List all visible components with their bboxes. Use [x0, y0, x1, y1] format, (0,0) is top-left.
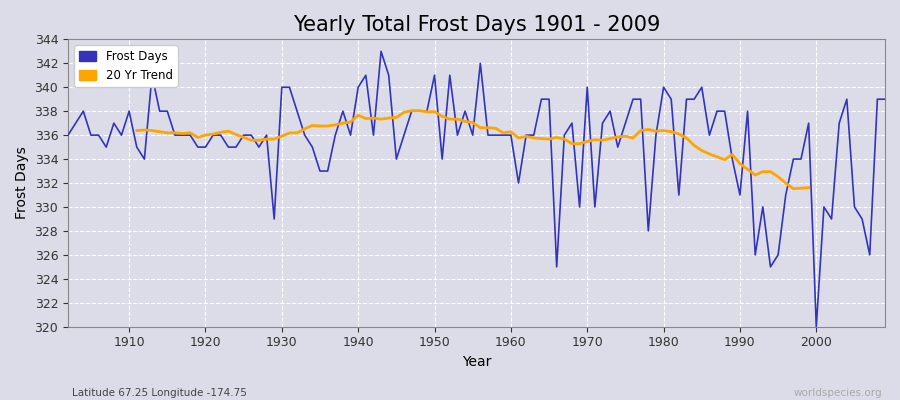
Legend: Frost Days, 20 Yr Trend: Frost Days, 20 Yr Trend — [74, 45, 177, 86]
Y-axis label: Frost Days: Frost Days — [15, 147, 29, 220]
X-axis label: Year: Year — [462, 355, 491, 369]
Text: worldspecies.org: worldspecies.org — [794, 388, 882, 398]
Title: Yearly Total Frost Days 1901 - 2009: Yearly Total Frost Days 1901 - 2009 — [292, 15, 661, 35]
Text: Latitude 67.25 Longitude -174.75: Latitude 67.25 Longitude -174.75 — [72, 388, 247, 398]
